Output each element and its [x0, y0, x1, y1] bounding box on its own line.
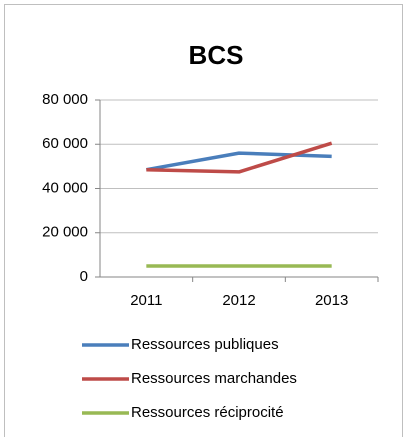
series-line [146, 151, 332, 172]
chart-frame [4, 4, 403, 437]
y-tick-label: 60 000 [42, 135, 88, 152]
x-tick-label: 2011 [130, 292, 162, 309]
legend-label: Ressources publiques [131, 336, 279, 353]
legend-label: Ressources marchandes [131, 370, 297, 387]
series-line [146, 141, 333, 174]
y-tick-label: 80 000 [42, 91, 88, 108]
x-tick-label: 2012 [222, 292, 255, 309]
x-tick-label: 2013 [315, 292, 348, 309]
legend-label: Ressources réciprocité [131, 404, 284, 421]
y-tick-label: 40 000 [42, 179, 88, 196]
y-tick-label: 20 000 [42, 224, 88, 241]
chart-title: BCS [189, 40, 244, 70]
y-tick-label: 0 [80, 268, 88, 285]
